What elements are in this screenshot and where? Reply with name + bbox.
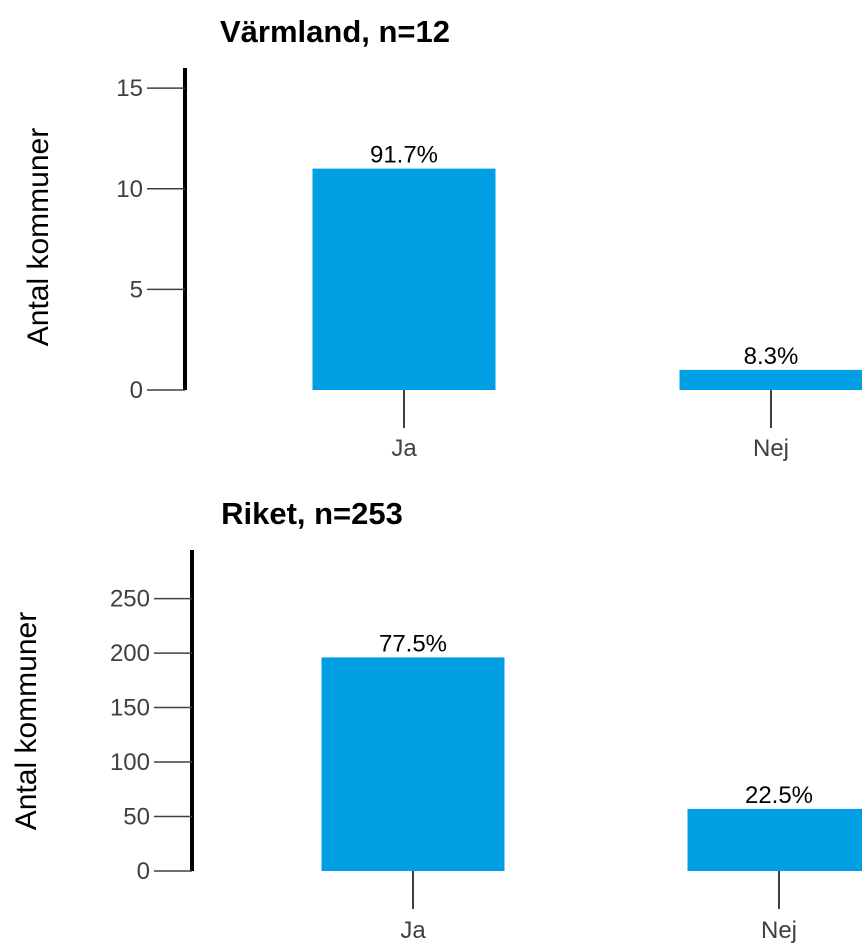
y-tick-label: 250 [110, 586, 150, 613]
bar-ja [312, 168, 496, 390]
bar-nej [679, 369, 862, 390]
chart-title: Värmland, n=12 [220, 14, 450, 49]
data-label: 22.5% [745, 782, 813, 809]
y-tick-label: 15 [116, 75, 143, 102]
bar-ja [321, 657, 505, 871]
data-label: 8.3% [744, 343, 799, 370]
data-label: 77.5% [379, 630, 447, 657]
y-tick-label: 150 [110, 695, 150, 722]
chart-title: Riket, n=253 [221, 496, 403, 531]
y-axis-label: Antal kommuner [10, 612, 43, 830]
y-tick-label: 10 [116, 176, 143, 203]
x-tick-label-ja: Ja [400, 917, 426, 944]
y-tick-label: 5 [130, 276, 143, 303]
x-tick-label-nej: Nej [761, 917, 797, 944]
y-tick-label: 50 [123, 804, 150, 831]
y-tick-label: 100 [110, 749, 150, 776]
data-label: 91.7% [370, 142, 438, 169]
bar-nej [687, 808, 862, 871]
y-axis-label: Antal kommuner [22, 128, 55, 346]
y-tick-label: 200 [110, 640, 150, 667]
x-tick-label-nej: Nej [753, 435, 789, 462]
y-tick-label: 0 [137, 858, 150, 885]
y-tick-label: 0 [130, 377, 143, 404]
x-tick-label-ja: Ja [391, 435, 417, 462]
